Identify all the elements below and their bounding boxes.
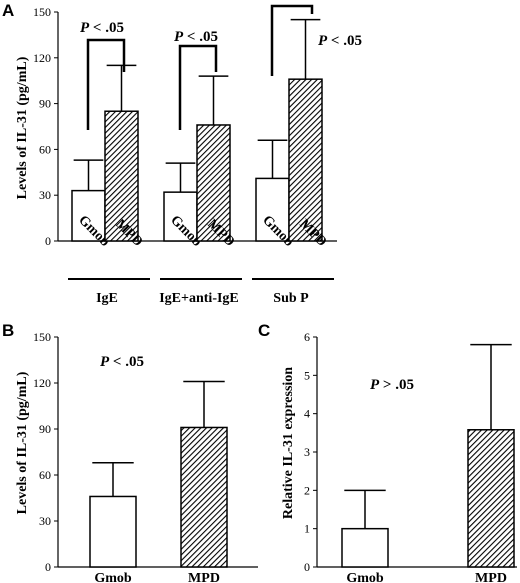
panel-b-y-axis-title: Levels of IL-31 (pg/mL) xyxy=(15,371,30,514)
panel-c-p-value: P > .05 xyxy=(370,377,414,393)
panel-c-y-tick-label: 6 xyxy=(304,330,310,344)
panel-a-mpd-bar xyxy=(104,110,139,242)
panel-a-y-axis-title: Levels of IL-31 (pg/mL) xyxy=(15,56,30,199)
panel-a-group-label: IgE xyxy=(96,291,118,306)
panel-a-y-tick-label: 120 xyxy=(33,51,51,65)
panel-a-mpd-bar xyxy=(288,78,323,242)
panel-c-category-label: MPD xyxy=(475,571,507,583)
panel-a-y-tick-label: 30 xyxy=(39,188,51,202)
panel-b-y-tick-label: 90 xyxy=(39,422,51,436)
panel-c-chart: 0 1 2 3 4 5 6 Gmob MPD P > .05 xyxy=(304,330,517,583)
panel-c-y-tick-label: 1 xyxy=(304,522,310,536)
panel-c-category-label: Gmob xyxy=(346,571,384,583)
panel-a-p-value: P < .05 xyxy=(80,20,124,36)
panel-b-y-tick-label: 0 xyxy=(45,560,51,574)
panel-a-y-tick-label: 90 xyxy=(39,97,51,111)
panel-a-p-value: P < .05 xyxy=(318,33,362,49)
panel-b-gmob-bar xyxy=(89,495,137,568)
panel-a-group-label: Sub P xyxy=(273,291,309,306)
panel-b-category-label: MPD xyxy=(188,571,220,583)
panel-a-significance-bracket xyxy=(178,44,218,130)
panel-c-y-tick-label: 5 xyxy=(304,368,310,382)
panel-c-y-tick-label: 3 xyxy=(304,445,310,459)
panel-a-significance-bracket xyxy=(270,4,314,76)
panel-a-significance-bracket xyxy=(86,38,126,130)
panel-b-y-tick-label: 30 xyxy=(39,514,51,528)
panel-a-y-tick-label: 60 xyxy=(39,142,51,156)
panel-letter-a: A xyxy=(2,1,14,20)
panel-a-group-label: IgE+anti-IgE xyxy=(159,291,239,306)
panel-a-gmob-bar xyxy=(255,177,290,242)
panel-a-y-tick-label: 0 xyxy=(45,234,51,248)
panel-c-y-tick-label: 0 xyxy=(304,560,310,574)
panel-b-chart: 0 30 60 90 120 150 Gmob MPD P < .05 xyxy=(33,330,258,583)
panel-b-p-value: P < .05 xyxy=(100,354,144,370)
panel-c-y-axis-title: Relative IL-31 expression xyxy=(281,367,296,519)
panel-c-y-tick-label: 4 xyxy=(304,407,310,421)
panel-a-p-value: P < .05 xyxy=(174,29,218,45)
panel-a-gmob-bar xyxy=(163,191,198,242)
panel-b-y-tick-label: 60 xyxy=(39,468,51,482)
panel-b-category-label: Gmob xyxy=(94,571,132,583)
panel-letter-b: B xyxy=(2,321,14,340)
panel-b-mpd-bar xyxy=(180,426,228,568)
panel-c-mpd-bar xyxy=(467,429,515,568)
panel-c-gmob-bar xyxy=(341,527,389,568)
panel-c-y-tick-label: 2 xyxy=(304,483,310,497)
panel-b-y-tick-label: 120 xyxy=(33,376,51,390)
panel-letter-c: C xyxy=(258,321,270,340)
panel-a-mpd-bar xyxy=(196,124,231,242)
panel-b-y-tick-label: 150 xyxy=(33,330,51,344)
panel-a-y-tick-label: 150 xyxy=(33,5,51,19)
